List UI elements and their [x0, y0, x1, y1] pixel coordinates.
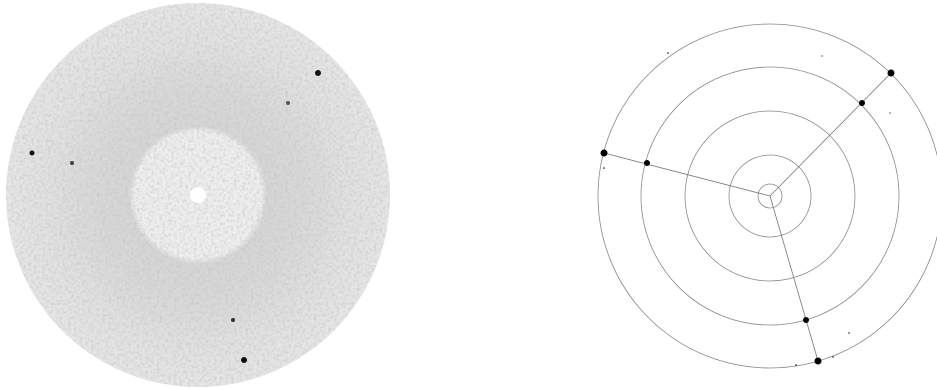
spot [887, 69, 895, 77]
speck [832, 356, 834, 358]
spot [803, 317, 809, 323]
diffraction-image [6, 3, 390, 387]
spot [286, 101, 290, 105]
spot-vectors [603, 72, 892, 362]
speck [889, 112, 891, 114]
ring [757, 183, 783, 209]
speck [821, 55, 823, 57]
spot [315, 70, 321, 76]
speck [795, 364, 797, 366]
beam-stop [190, 187, 206, 203]
vector [769, 72, 892, 197]
spot [814, 357, 822, 365]
ring [597, 23, 937, 369]
speck [667, 52, 669, 54]
spot [859, 100, 865, 106]
spot [70, 161, 74, 165]
spots [29, 70, 321, 363]
resolution-rings [597, 23, 937, 369]
spot [241, 357, 247, 363]
vector [603, 152, 771, 197]
spot [644, 160, 650, 166]
spot [600, 149, 608, 157]
speck [603, 167, 605, 169]
speck [848, 332, 850, 334]
spot [231, 318, 235, 322]
ring [640, 66, 900, 326]
vector [769, 195, 819, 362]
indexed-spots [600, 52, 895, 366]
ring [684, 110, 856, 282]
ring [728, 154, 812, 238]
spot [29, 150, 35, 156]
